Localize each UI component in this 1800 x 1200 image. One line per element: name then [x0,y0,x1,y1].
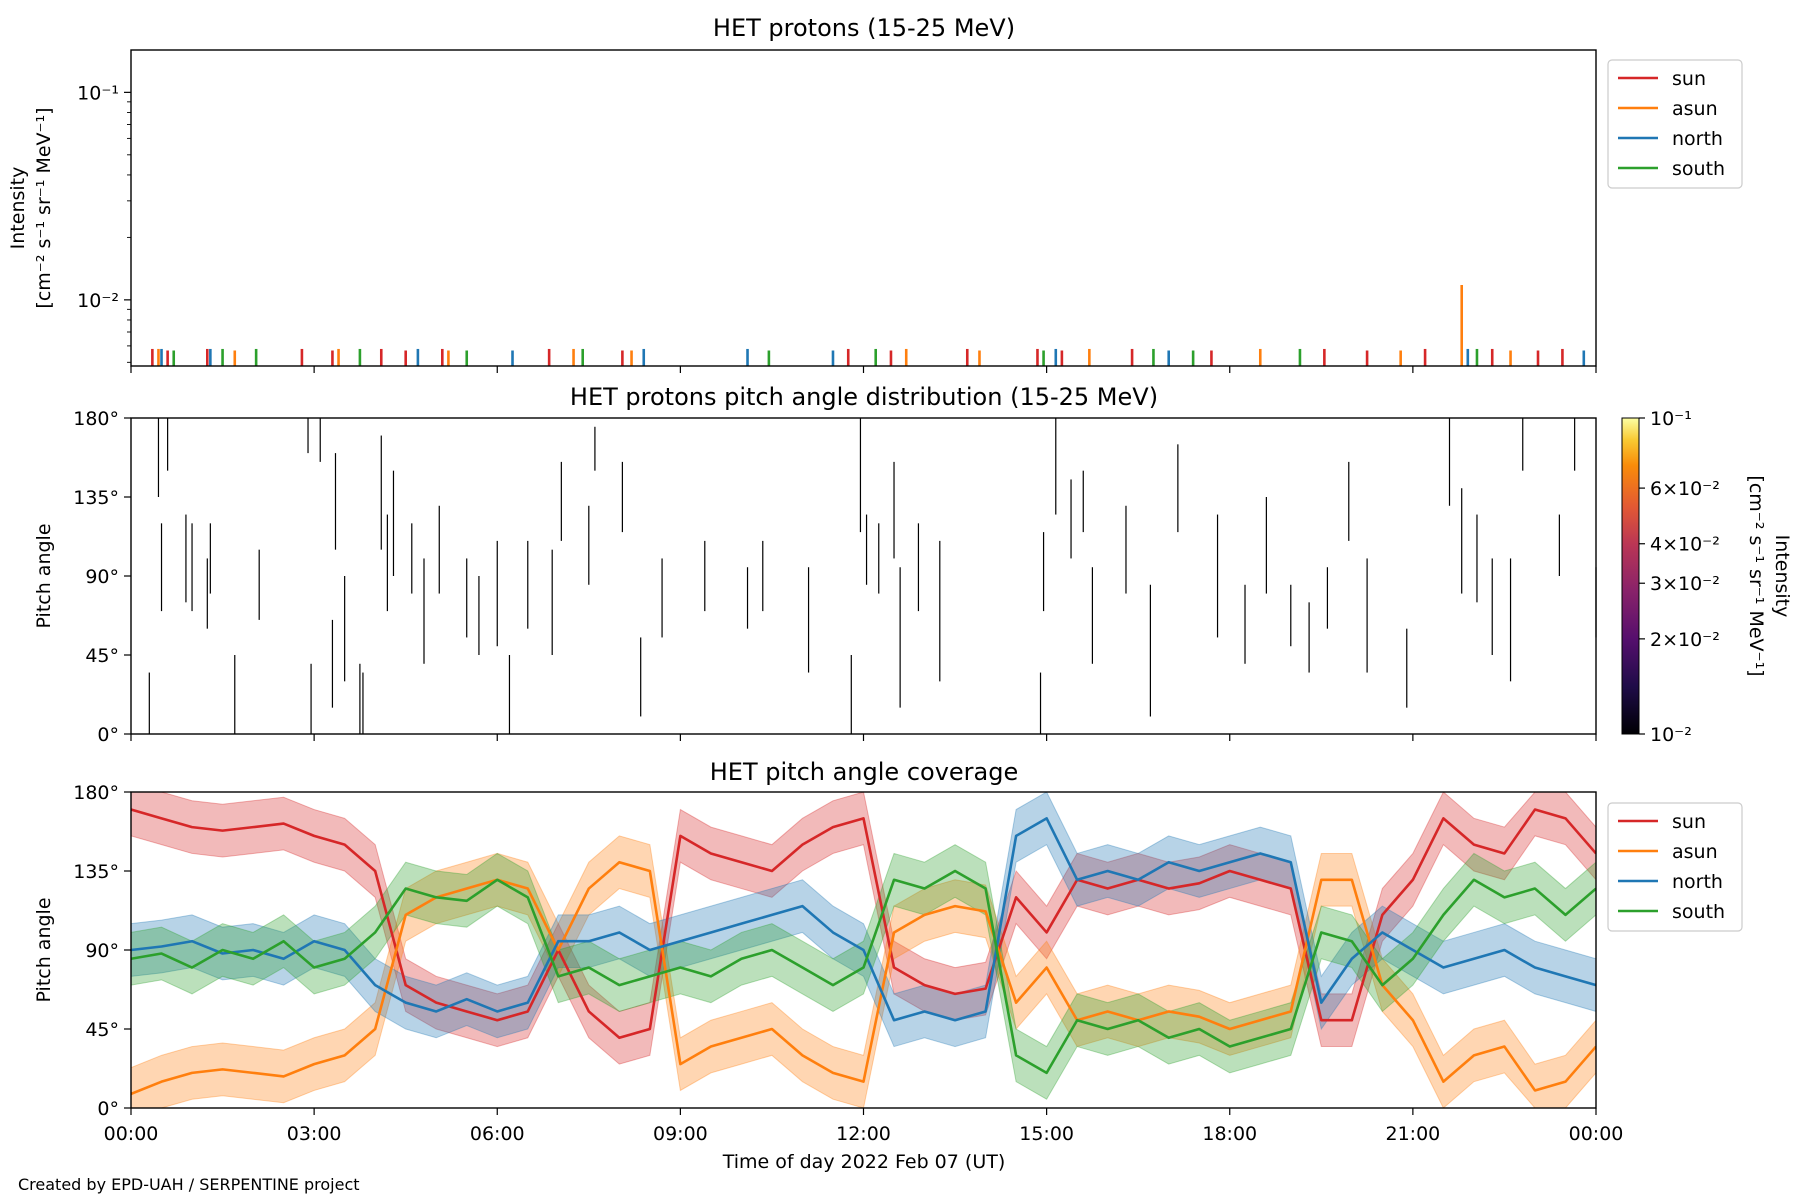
band-sun [131,792,1596,1065]
coverage-series-group [131,792,1596,1108]
line-north [131,817,1596,1022]
panel2-plot-area [148,418,1597,734]
legend-label-sun: sun [1672,68,1706,90]
panel1-title: HET protons (15-25 MeV) [713,14,1015,42]
colorbar-ticks: 10⁻² 2×10⁻² 3×10⁻² 4×10⁻² 6×10⁻² 10⁻¹ [1639,408,1720,746]
panel1-frame [130,49,1597,367]
colorbar-tick-label: 6×10⁻² [1650,478,1720,500]
colorbar-tick-label: 10⁻¹ [1650,408,1692,430]
panel2-y-ticks: 0° 45° 90° 135° 180° [73,408,131,746]
x-tick-label: 09:00 [653,1123,708,1145]
y-tick-label: 10⁻¹ [77,82,119,104]
legend-label-asun: asun [1672,841,1718,863]
panel2-frame [130,417,1597,735]
y-tick-label: 90° [85,566,119,588]
legend-frame [1607,59,1743,189]
panel-intensity: HET protons (15-25 MeV) 10⁻² 10⁻¹ Intensi… [7,14,1743,373]
y-tick-label: 135° [73,487,119,509]
panel3-y-ticks: 0° 45° 90° 135° 180° [73,782,131,1120]
colorbar-units: [cm⁻² s⁻¹ sr⁻¹ MeV⁻¹] [1745,475,1767,676]
band-south [131,844,1596,1100]
colorbar-tick-label: 4×10⁻² [1650,534,1720,556]
y-tick-label: 10⁻² [77,290,119,312]
x-tick-label: 00:00 [104,1123,159,1145]
x-tick-label: 06:00 [470,1123,525,1145]
panel2-x-ticks [130,734,1597,741]
legend-label-north: north [1672,871,1723,893]
panel1-legend: sun asun north south [1607,59,1743,189]
colorbar-tick-label: 2×10⁻² [1650,629,1720,651]
line-sun [131,808,1596,1040]
y-tick-label: 0° [97,1098,119,1120]
band-north [131,792,1596,1048]
colorbar-tick-label: 3×10⁻² [1650,573,1720,595]
y-tick-label: 180° [73,782,119,804]
y-tick-label: 45° [85,1019,119,1041]
colorbar-tick-label: 10⁻² [1650,724,1692,746]
y-tick-label: 0° [97,724,119,746]
panel1-plot-area [151,284,1586,366]
panel3-plot-area [131,792,1596,1108]
panel-pitch-angle-coverage: HET pitch angle coverage 0° 45° 90° 135° 180… [33,758,1743,1173]
panel1-x-ticks [130,366,1597,373]
colorbar: 10⁻² 2×10⁻² 3×10⁻² 4×10⁻² 6×10⁻² 10⁻¹ Intensi… [1621,408,1793,746]
y-tick-label: 180° [73,408,119,430]
x-tick-label: 15:00 [1019,1123,1074,1145]
panel3-title: HET pitch angle coverage [710,758,1018,786]
legend-label-asun: asun [1672,98,1718,120]
legend-frame [1607,802,1743,932]
legend-label-sun: sun [1672,811,1706,833]
legend-label-north: north [1672,128,1723,150]
panel1-ylabel-units: [cm⁻² s⁻¹ sr⁻¹ MeV⁻¹] [33,107,55,308]
colorbar-label: Intensity [1771,535,1793,618]
panel1-y-ticks: 10⁻² 10⁻¹ [77,82,131,363]
panel3-legend: sun asun north south [1607,802,1743,932]
colorbar-gradient [1621,417,1640,735]
credit-footer: Created by EPD-UAH / SERPENTINE project [18,1175,360,1194]
panel2-ylabel: Pitch angle [33,523,55,628]
x-tick-label: 21:00 [1385,1123,1440,1145]
band-asun [131,835,1596,1108]
x-tick-label: 00:00 [1569,1123,1624,1145]
x-tick-label: 18:00 [1202,1123,1257,1145]
x-tick-label: 12:00 [836,1123,891,1145]
legend-label-south: south [1672,158,1725,180]
panel-pitch-angle-distribution: HET protons pitch angle distribution (15… [33,383,1793,746]
line-asun [131,860,1596,1096]
panel3-xlabel: Time of day 2022 Feb 07 (UT) [722,1151,1006,1173]
y-tick-label: 90° [85,940,119,962]
legend-label-south: south [1672,901,1725,923]
panel3-x-ticks: 00:00 03:00 06:00 09:00 12:00 15:00 18:00 21:00… [104,1108,1624,1145]
line-south [131,869,1596,1075]
y-tick-label: 135° [73,861,119,883]
panel2-title: HET protons pitch angle distribution (15… [570,383,1158,411]
panel1-ylabel: Intensity [7,167,29,250]
y-tick-label: 45° [85,645,119,667]
x-tick-label: 03:00 [287,1123,342,1145]
panel3-ylabel: Pitch angle [33,897,55,1002]
